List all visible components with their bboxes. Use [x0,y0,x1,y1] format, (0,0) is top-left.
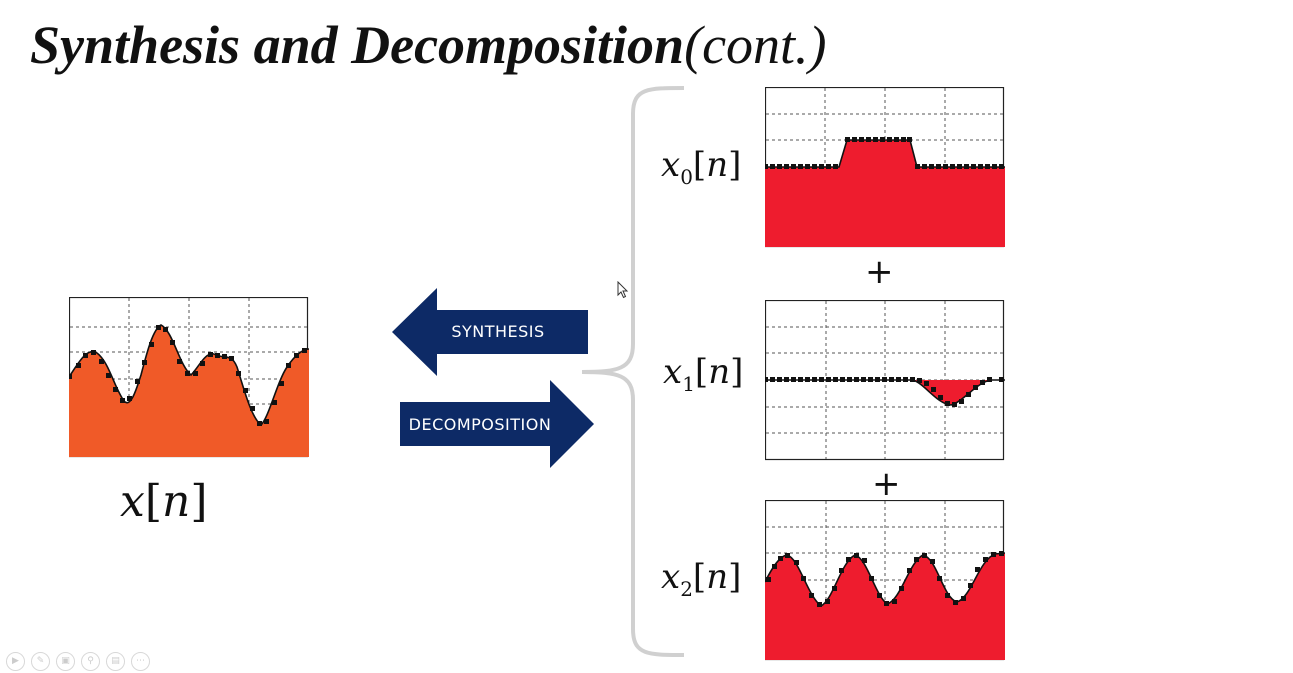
signal-x2-area [765,553,1005,660]
signal-x0-area [765,140,1005,247]
signal-x1-samples [765,377,1004,407]
synthesis-arrow: SYNTHESIS [392,288,592,383]
signal-x-area [69,325,309,457]
plus-sign-2: + [872,464,901,504]
signal-x0-samples [765,137,1004,169]
pen-icon[interactable]: ✎ [31,652,50,671]
zoom-icon[interactable]: ⚲ [81,652,100,671]
more-icon[interactable]: ⋯ [131,652,150,671]
signal-x1-label: x1[n] [663,352,744,396]
slideshow-toolbar: ▶ ✎ ▣ ⚲ ▤ ⋯ [6,652,150,671]
signal-x2-svg [765,500,1005,661]
signal-x-plot [69,297,309,458]
title-main: Synthesis and Decomposition [30,15,685,75]
signal-x0-svg [765,87,1005,248]
signal-x2-label: x2[n] [661,557,742,601]
signal-x2-samples [766,551,1004,607]
mouse-cursor-icon [617,280,629,304]
signal-x1-area [913,380,991,405]
plus-sign-1: + [865,252,894,292]
decomposition-label: DECOMPOSITION [409,415,552,434]
play-icon[interactable]: ▶ [6,652,25,671]
signal-x-svg [69,297,309,458]
slides-icon[interactable]: ▣ [56,652,75,671]
grouping-brace [578,84,688,664]
signal-x0-label: x0[n] [661,145,742,189]
signal-x1-plot [765,300,1005,461]
decomposition-arrow: DECOMPOSITION [398,380,598,475]
title-suffix: (cont.) [684,15,827,75]
slide-title: Synthesis and Decomposition(cont.) [30,14,827,76]
signal-x-samples [69,325,307,426]
signal-x2-plot [765,500,1005,661]
synthesis-label: SYNTHESIS [451,322,544,341]
signal-x-label: x[n] [120,476,208,527]
signal-x1-svg [765,300,1005,461]
subtitle-icon[interactable]: ▤ [106,652,125,671]
signal-x0-plot [765,87,1005,248]
